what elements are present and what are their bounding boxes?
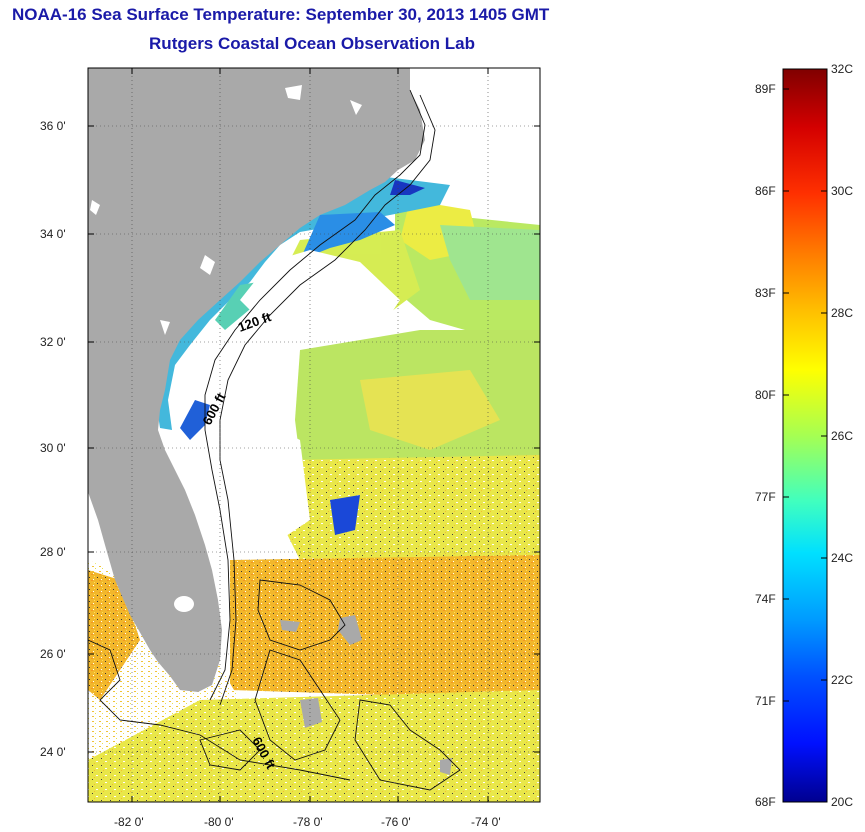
colorbar-gradient (782, 68, 828, 803)
land (88, 68, 425, 692)
colorbar-c-label: 26C (831, 429, 854, 443)
map-frame (87, 67, 541, 803)
lat-label: 36 0' (40, 119, 66, 133)
map-title: NOAA-16 Sea Surface Temperature: Septemb… (12, 5, 550, 24)
colorbar-f-label: 86F (755, 184, 776, 198)
colorbar-f-label: 71F (755, 694, 776, 708)
map-gridlines (88, 68, 540, 802)
colorbar-c-label: 24C (831, 551, 854, 565)
map-subtitle: Rutgers Coastal Ocean Observation Lab (149, 34, 475, 53)
colorbar-c-label: 30C (831, 184, 854, 198)
map-tick-marks (88, 68, 540, 802)
lon-label: -76 0' (381, 815, 411, 829)
lon-label: -82 0' (114, 815, 144, 829)
lon-label: -78 0' (293, 815, 323, 829)
colorbar-c-label: 28C (831, 306, 854, 320)
lat-label: 32 0' (40, 335, 66, 349)
lat-label: 30 0' (40, 441, 66, 455)
lon-label: -74 0' (471, 815, 501, 829)
colorbar-ticks (783, 68, 827, 702)
colorbar-f-label: 80F (755, 388, 776, 402)
colorbar-f-label: 89F (755, 82, 776, 96)
lat-label: 34 0' (40, 227, 66, 241)
lat-label: 24 0' (40, 745, 66, 759)
lon-label: -80 0' (204, 815, 234, 829)
colorbar-f-label: 74F (755, 592, 776, 606)
islands (280, 615, 452, 775)
lat-label: 26 0' (40, 647, 66, 661)
colorbar-f-label: 83F (755, 286, 776, 300)
isobath-lines (88, 89, 461, 791)
lake-okeechobee-icon (174, 596, 194, 612)
colorbar-c-label: 32C (831, 62, 854, 76)
lat-label: 28 0' (40, 545, 66, 559)
colorbar-c-label: 20C (831, 795, 854, 809)
colorbar-f-label: 77F (755, 490, 776, 504)
colorbar-c-label: 22C (831, 673, 854, 687)
colorbar-f-label: 68F (755, 795, 776, 809)
inland-water (90, 85, 362, 335)
